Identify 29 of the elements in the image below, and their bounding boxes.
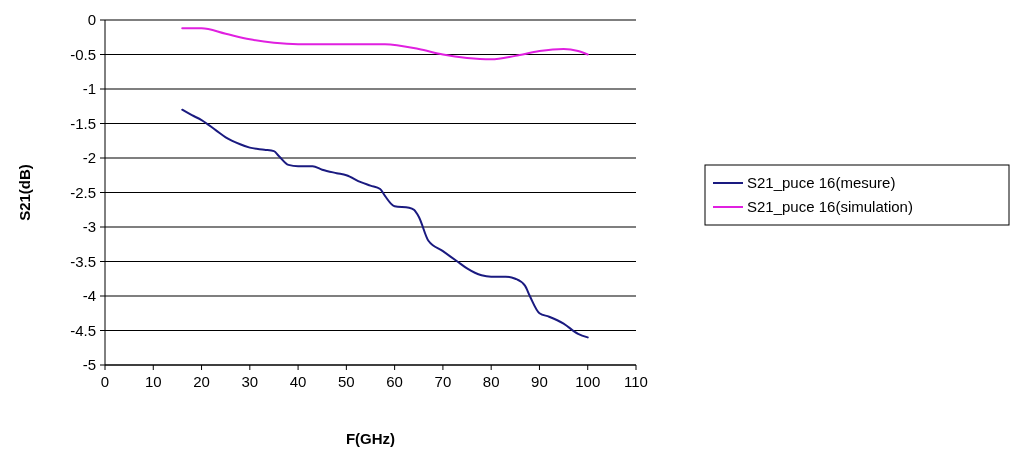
x-tick-label: 80 [482,373,500,390]
x-tick-label: 50 [338,373,355,390]
y-tick-label: -4.5 [70,321,96,339]
x-tick-label: 10 [144,373,162,390]
x-tick-label: 0 [100,373,110,390]
y-tick-label: -1.5 [70,114,96,132]
y-tick-label: -4 [82,287,96,305]
x-tick-label: 70 [434,373,452,390]
y-axis-title: S21(dB) [16,164,33,221]
y-tick-label: -3 [82,218,96,236]
line-series [181,27,589,61]
y-tick-label: -2 [82,149,96,167]
y-tick-label: 0 [87,11,96,29]
x-tick-label: 110 [624,373,648,390]
legend-label: S21_puce 16(mesure) [747,174,896,192]
x-tick-label: 40 [289,373,307,390]
y-tick-label: -1 [82,80,96,98]
x-tick-label: 100 [575,373,601,390]
legend-label: S21_puce 16(simulation) [747,198,913,216]
x-tick-label: 90 [531,373,548,390]
y-tick-label: -2.5 [70,183,96,201]
y-tick-label: -3.5 [70,252,96,270]
y-tick-label: -0.5 [70,45,96,63]
x-tick-label: 30 [241,373,259,390]
x-axis-title: F(GHz) [345,430,396,447]
x-tick-label: 20 [193,373,210,390]
line-series [181,108,589,339]
x-tick-label: 60 [386,373,403,390]
y-tick-label: -5 [82,356,96,374]
